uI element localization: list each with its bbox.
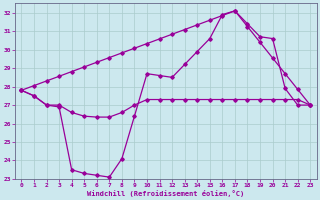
X-axis label: Windchill (Refroidissement éolien,°C): Windchill (Refroidissement éolien,°C) [87, 190, 244, 197]
